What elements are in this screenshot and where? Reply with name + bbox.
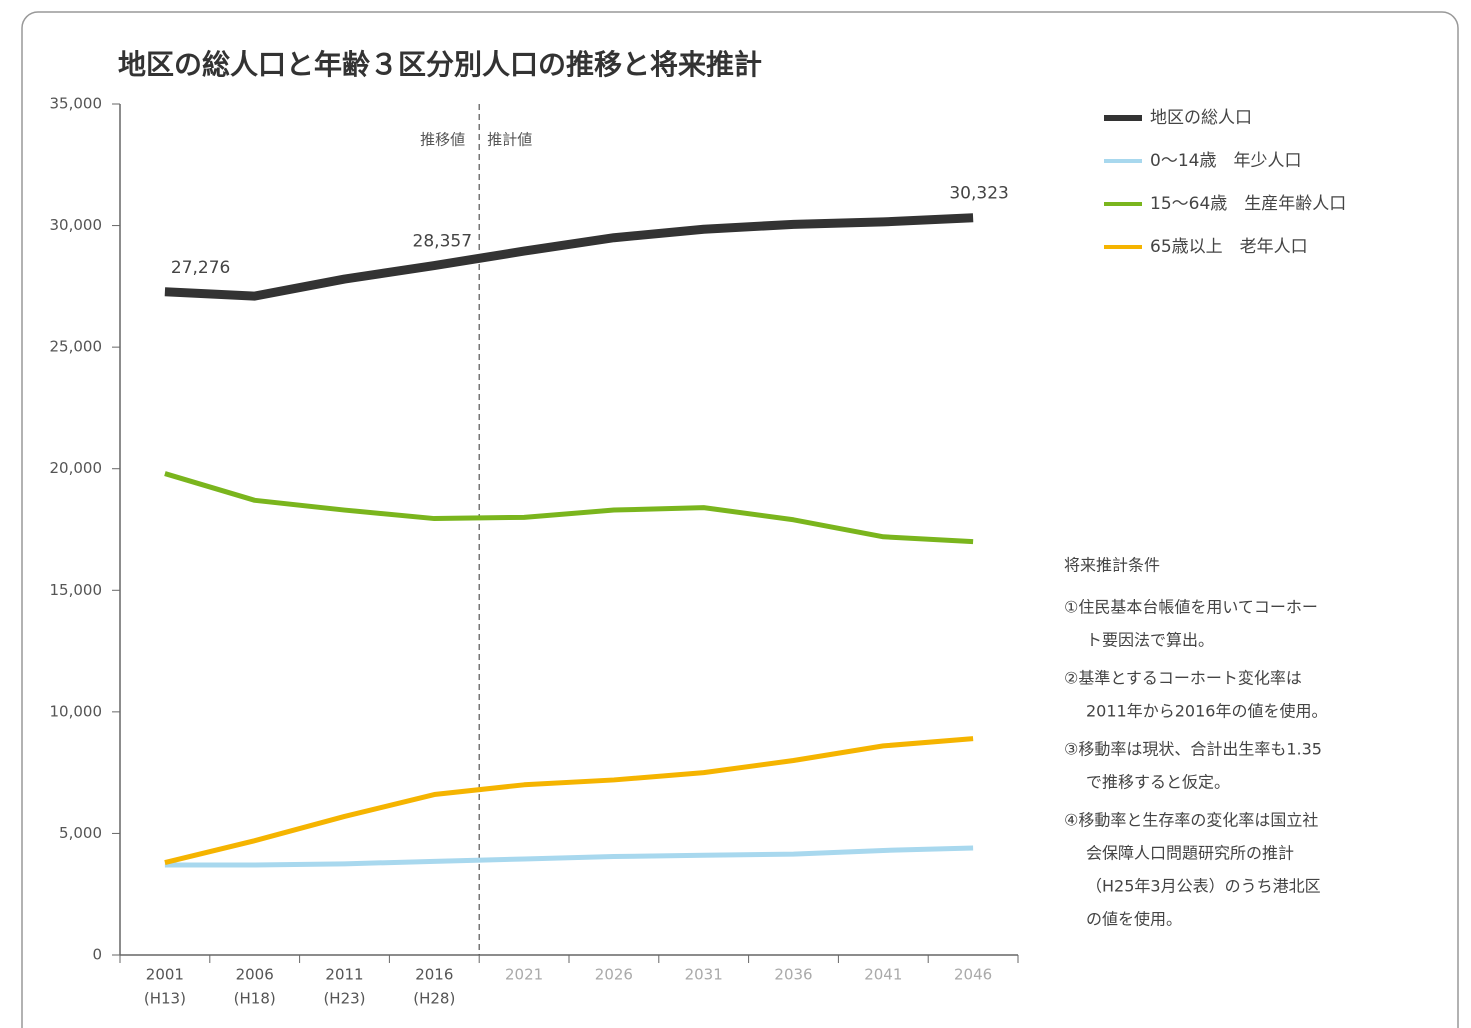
x-tick-label: 2006 [236, 966, 274, 984]
annotation: 推移値 [420, 131, 465, 149]
legend-label: 15～64歳 生産年齢人口 [1150, 194, 1346, 214]
y-tick-label: 10,000 [50, 702, 103, 720]
note-line: ③移動率は現状、合計出生率も1.35 [1064, 740, 1322, 759]
series-line [164, 213, 974, 301]
data-label: 30,323 [949, 184, 1008, 204]
x-tick-sublabel: (H18) [234, 990, 276, 1008]
x-tick-label: 2031 [685, 966, 723, 984]
x-tick-label: 2021 [505, 966, 543, 984]
note-line: 会保障人口問題研究所の推計 [1086, 844, 1294, 863]
x-tick-sublabel: (H28) [413, 990, 455, 1008]
y-tick-label: 0 [92, 946, 102, 964]
x-tick-label: 2046 [954, 966, 992, 984]
y-tick-label: 30,000 [50, 216, 103, 234]
note-line: ①住民基本台帳値を用いてコーホー [1064, 598, 1318, 617]
series-line [164, 845, 974, 868]
note-line: ④移動率と生存率の変化率は国立社 [1064, 811, 1318, 830]
note-line: ト要因法で算出。 [1086, 631, 1214, 650]
x-tick-label: 2041 [864, 966, 902, 984]
legend-label: 0～14歳 年少人口 [1150, 151, 1301, 171]
series-line [164, 471, 974, 545]
note-line: （H25年3月公表）のうち港北区 [1086, 877, 1321, 896]
data-label: 28,357 [413, 232, 472, 252]
note-line: の値を使用。 [1086, 910, 1182, 929]
x-tick-label: 2016 [415, 966, 453, 984]
data-label: 27,276 [171, 258, 230, 278]
y-tick-label: 25,000 [50, 338, 103, 356]
y-tick-label: 5,000 [59, 824, 102, 842]
series-line [164, 736, 974, 866]
note-line: 2011年から2016年の値を使用。 [1086, 702, 1327, 721]
x-tick-label: 2036 [774, 966, 812, 984]
note-line: で推移すると仮定。 [1086, 773, 1230, 792]
panel [21, 11, 1459, 1028]
x-tick-label: 2011 [325, 966, 363, 984]
notes-title: 将来推計条件 [1064, 556, 1160, 575]
annotation: 推計値 [487, 131, 532, 149]
legend-label: 地区の総人口 [1150, 108, 1252, 128]
y-tick-label: 15,000 [50, 581, 103, 599]
y-tick-label: 20,000 [50, 459, 103, 477]
x-tick-sublabel: (H13) [144, 990, 186, 1008]
note-line: ②基準とするコーホート変化率は [1064, 669, 1302, 688]
chart-title: 地区の総人口と年齢３区分別人口の推移と将来推計 [118, 48, 762, 81]
x-tick-sublabel: (H23) [323, 990, 365, 1008]
y-tick-label: 35,000 [50, 95, 103, 113]
x-tick-label: 2026 [595, 966, 633, 984]
x-tick-label: 2001 [146, 966, 184, 984]
legend-label: 65歳以上 老年人口 [1150, 237, 1308, 257]
